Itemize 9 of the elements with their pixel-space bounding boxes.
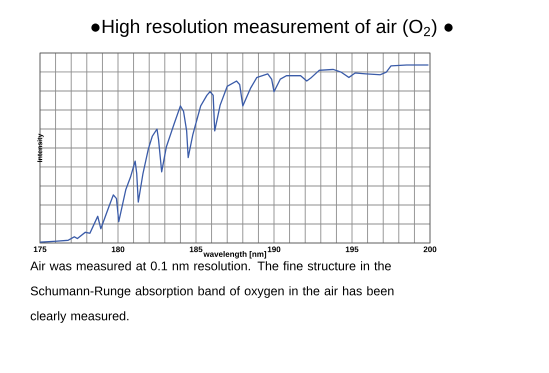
chart-title: ●High resolution measurement of air (O$_{2}$) ● <box>91 19 453 37</box>
x-tick-label: 190 <box>268 246 280 252</box>
x-axis-title: wavelength [nm] <box>203 251 266 259</box>
x-tick-label: 175 <box>34 246 46 252</box>
x-tick-label: 195 <box>346 246 358 252</box>
text: Air was measured at 0.1 nm resolution. The fine structure in the Schumann-Runge absorption band of oxygen in the air has been clearly measured. <box>30 261 394 323</box>
x-tick-label: 180 <box>112 246 124 252</box>
x-tick-label: 200 <box>424 246 436 252</box>
x-tick-label: 185 <box>190 246 202 252</box>
